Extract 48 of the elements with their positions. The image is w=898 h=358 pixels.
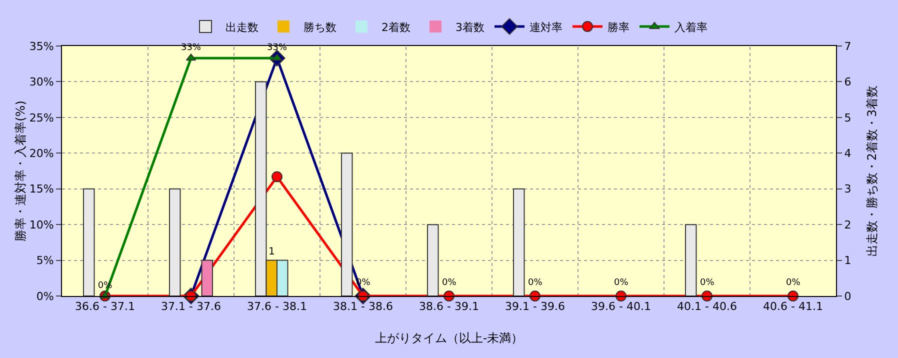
bar bbox=[83, 188, 95, 296]
y-tick-label: 25% bbox=[29, 111, 54, 124]
y-tick-label: 5% bbox=[36, 254, 54, 268]
bar bbox=[685, 224, 697, 296]
legend-label: 3着数 bbox=[456, 20, 484, 34]
x-tick-label: 38.6 - 39.1 bbox=[419, 300, 479, 314]
y-tick-label: 30% bbox=[29, 76, 54, 89]
y2-tick-label: 3 bbox=[844, 182, 852, 196]
y2-tick-label: 5 bbox=[844, 111, 852, 124]
y-tick-label: 10% bbox=[29, 218, 54, 232]
x-tick-label: 39.1 - 39.6 bbox=[505, 300, 565, 314]
y2-tick-label: 1 bbox=[844, 254, 852, 268]
annotation: 0% bbox=[528, 278, 543, 288]
y-tick-label: 35% bbox=[29, 40, 54, 53]
y-axis-title: 勝率・連対率・入着率(%) bbox=[13, 100, 28, 242]
annotation: 0% bbox=[442, 278, 457, 288]
legend-label: 勝率 bbox=[608, 20, 630, 34]
x-tick-label: 38.1 - 38.6 bbox=[333, 300, 393, 314]
y-tick-label: 0% bbox=[36, 290, 54, 303]
bar bbox=[169, 188, 181, 296]
x-tick-label: 37.6 - 38.1 bbox=[247, 300, 307, 314]
x-tick-label: 36.6 - 37.1 bbox=[75, 300, 135, 314]
legend-label: 入着率 bbox=[674, 20, 708, 34]
y2-axis-title: 出走数・勝ち数・2着数・3着数 bbox=[865, 85, 879, 257]
annotation: 0% bbox=[700, 278, 715, 288]
x-tick-label: 37.1 - 37.6 bbox=[161, 300, 221, 314]
x-axis-title: 上がりタイム（以上-未満） bbox=[374, 331, 524, 345]
legend-label: 連対率 bbox=[530, 20, 562, 34]
bar bbox=[513, 188, 525, 296]
annotation: 0% bbox=[786, 278, 801, 288]
y2-tick-label: 0 bbox=[844, 290, 852, 303]
point bbox=[272, 171, 282, 182]
bar bbox=[427, 224, 439, 296]
y2-tick-label: 7 bbox=[844, 40, 852, 53]
annotation: 0% bbox=[614, 278, 629, 288]
x-tick-label: 40.6 - 41.1 bbox=[763, 300, 823, 314]
x-tick-label: 39.6 - 40.1 bbox=[591, 300, 651, 314]
data-label: 1 bbox=[268, 246, 275, 258]
bar bbox=[201, 260, 213, 296]
x-tick-label: 40.1 - 40.6 bbox=[677, 300, 737, 314]
legend-label: 2着数 bbox=[382, 20, 410, 34]
y2-tick-label: 2 bbox=[844, 218, 852, 232]
legend-label: 勝ち数 bbox=[304, 20, 336, 34]
legend-label: 出走数 bbox=[226, 20, 258, 34]
y2-tick-label: 4 bbox=[844, 146, 852, 160]
y-tick-label: 15% bbox=[29, 182, 54, 196]
y-tick-label: 20% bbox=[29, 146, 54, 160]
y2-tick-label: 6 bbox=[844, 76, 852, 89]
